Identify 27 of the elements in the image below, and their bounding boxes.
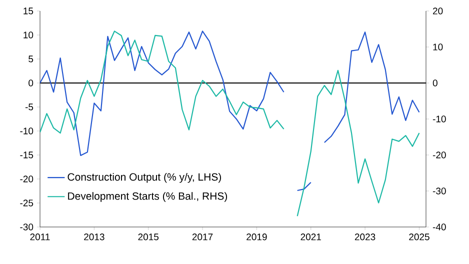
y-tick-label: -15 — [20, 152, 34, 158]
y-tick-label: 0 — [28, 80, 34, 86]
y-tick-label: -5 — [25, 104, 34, 110]
y-tick-label: -10 — [20, 128, 34, 134]
y-tick-label: -20 — [20, 176, 34, 182]
x-tick-label: 2023 — [354, 234, 376, 240]
x-tick-label: 2015 — [138, 234, 159, 240]
y2-tick-label: 0 — [432, 80, 438, 86]
y-tick-label: 5 — [28, 56, 34, 62]
x-tick-label: 2019 — [246, 234, 267, 240]
x-tick-label: 2017 — [192, 234, 213, 240]
x-tick-label: 2013 — [84, 234, 104, 240]
y-tick-label: 15 — [24, 8, 34, 14]
y-tick-label: -25 — [20, 200, 34, 206]
legend-label: Construction Output (% y/y, LHS) — [68, 172, 222, 183]
x-tick-label: 2021 — [300, 234, 321, 240]
y-tick-label: 10 — [24, 32, 34, 38]
y-tick-label: -30 — [20, 224, 34, 230]
y2-tick-label: 20 — [432, 8, 443, 14]
legend-label: Development Starts (% Bal., RHS) — [68, 192, 228, 202]
x-tick-label: 2025 — [409, 234, 430, 240]
y2-tick-label: -20 — [432, 152, 446, 158]
y2-tick-label: -10 — [432, 116, 446, 122]
y2-tick-label: -30 — [432, 188, 446, 194]
x-tick-label: 2011 — [30, 234, 50, 240]
y2-tick-label: -40 — [432, 224, 446, 230]
y2-tick-label: 10 — [433, 44, 443, 50]
